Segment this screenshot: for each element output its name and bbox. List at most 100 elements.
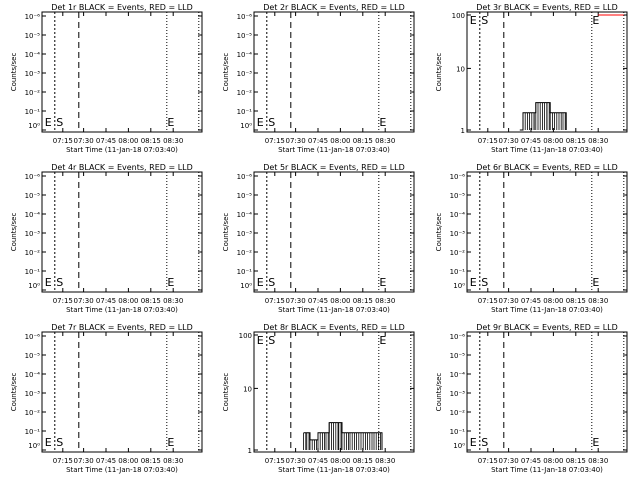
y-tick-label: 10⁰ [240,122,252,130]
y-tick-label: 10⁰ [453,442,465,450]
y-tick-label: 10⁻³ [25,70,41,78]
marker-s: S [268,116,275,129]
chart-title: Det 7r BLACK = Events, RED = LLD [51,323,193,332]
marker-e-end: E [167,276,174,289]
x-tick-label: 08:00 [118,457,138,465]
marker-e-start: E [45,276,52,289]
y-axis-label: Counts/sec [435,213,443,252]
plot-frame [253,11,415,133]
marker-s: S [268,334,275,347]
marker-e-start: E [45,436,52,449]
y-tick-label: 10⁻⁶ [450,333,466,341]
plot-frame [41,11,203,133]
x-tick-label: 08:30 [588,137,608,145]
y-tick-label: 10⁻³ [25,230,41,238]
x-tick-label: 07:15 [478,137,498,145]
y-tick-label: 10⁻² [450,249,466,257]
y-tick-label: 10⁻³ [25,390,41,398]
y-tick-label: 10⁻¹ [450,428,466,436]
x-tick-label: 07:45 [96,457,116,465]
y-tick-label: 10⁰ [28,122,40,130]
marker-s: S [56,436,63,449]
y-tick-label: 10⁻² [25,409,41,417]
x-tick-label: 07:15 [53,137,73,145]
y-tick-label: 10⁰ [240,282,252,290]
marker-s: S [481,14,488,27]
y-tick-label: 10⁻⁵ [25,352,41,360]
marker-e-start: E [257,276,264,289]
marker-e-end: E [592,276,599,289]
x-axis-label: Start Time (11-Jan-18 07:03:40) [278,466,390,474]
y-tick-label: 10⁰ [453,282,465,290]
y-tick-label: 10⁻⁵ [237,32,253,40]
marker-e-start: E [257,334,264,347]
x-axis-label: Start Time (11-Jan-18 07:03:40) [278,306,390,314]
marker-s: S [481,276,488,289]
y-tick-label: 1 [461,127,465,135]
x-tick-label: 07:30 [286,297,306,305]
x-tick-label: 08:30 [163,137,183,145]
marker-s: S [56,116,63,129]
x-tick-label: 08:00 [330,297,350,305]
detector-panel-8: Det 8r BLACK = Events, RED = LLD 100 10 1 Co… [222,323,415,474]
x-tick-label: 08:15 [566,137,586,145]
marker-s: S [481,436,488,449]
detector-panel-5: Det 5r BLACK = Events, RED = LLD 10⁰ 10⁻¹ 1… [222,163,415,314]
y-axis-label: Counts/sec [435,373,443,412]
y-tick-label: 10⁻³ [237,230,253,238]
chart-title: Det 4r BLACK = Events, RED = LLD [51,163,193,172]
y-tick-label: 10⁻⁴ [237,51,253,59]
x-tick-label: 07:45 [308,297,328,305]
marker-e-start: E [45,116,52,129]
marker-e-end: E [379,276,386,289]
y-axis-label: Counts/sec [222,373,230,412]
chart-title: Det 3r BLACK = Events, RED = LLD [476,3,618,12]
y-tick-label: 10⁰ [28,282,40,290]
y-tick-label: 10⁻⁵ [237,192,253,200]
detector-panel-6: Det 6r BLACK = Events, RED = LLD 10⁰ 10⁻¹ 1… [435,163,628,314]
x-tick-label: 08:15 [141,297,161,305]
x-tick-label: 08:30 [588,297,608,305]
x-tick-label: 07:15 [265,137,285,145]
chart-title: Det 1r BLACK = Events, RED = LLD [51,3,193,12]
x-tick-label: 08:30 [375,457,395,465]
y-tick-label: 10⁻¹ [237,108,253,116]
x-tick-label: 07:15 [265,457,285,465]
x-tick-label: 07:30 [499,457,519,465]
marker-e-end: E [379,116,386,129]
x-tick-label: 08:30 [163,297,183,305]
y-tick-label: 10⁻⁴ [25,211,41,219]
y-tick-label: 10⁻⁴ [25,51,41,59]
chart-title: Det 8r BLACK = Events, RED = LLD [263,323,405,332]
y-tick-label: 10⁻⁶ [25,173,41,181]
y-tick-label: 10⁻⁶ [450,173,466,181]
y-tick-label: 10⁻⁵ [450,192,466,200]
y-tick-label: 10⁻³ [450,390,466,398]
plot-frame [253,171,415,293]
detector-panel-3: Det 3r BLACK = Events, RED = LLD 100 10 1 Co… [435,3,628,154]
y-tick-label: 10⁻¹ [25,108,41,116]
y-tick-label: 10⁻⁶ [25,333,41,341]
x-tick-label: 07:30 [74,297,94,305]
x-tick-label: 07:45 [96,297,116,305]
x-tick-label: 07:15 [265,297,285,305]
detector-panel-7: Det 7r BLACK = Events, RED = LLD 10⁰ 10⁻¹ 1… [10,323,203,474]
marker-e-end: E [592,14,599,27]
y-axis-label: Counts/sec [435,53,443,92]
x-axis-label: Start Time (11-Jan-18 07:03:40) [66,146,178,154]
marker-s: S [56,276,63,289]
x-tick-label: 08:00 [118,137,138,145]
plot-frame [253,331,415,453]
x-tick-label: 07:45 [521,457,541,465]
plot-frame [466,11,628,133]
y-tick-label: 10⁻² [25,89,41,97]
x-tick-label: 08:15 [353,137,373,145]
x-tick-label: 08:00 [118,297,138,305]
y-tick-label: 10⁻⁴ [237,211,253,219]
x-tick-label: 07:45 [521,137,541,145]
y-tick-label: 10⁻² [450,409,466,417]
y-tick-label: 1 [248,447,252,455]
x-axis-label: Start Time (11-Jan-18 07:03:40) [66,466,178,474]
x-tick-label: 08:15 [566,457,586,465]
